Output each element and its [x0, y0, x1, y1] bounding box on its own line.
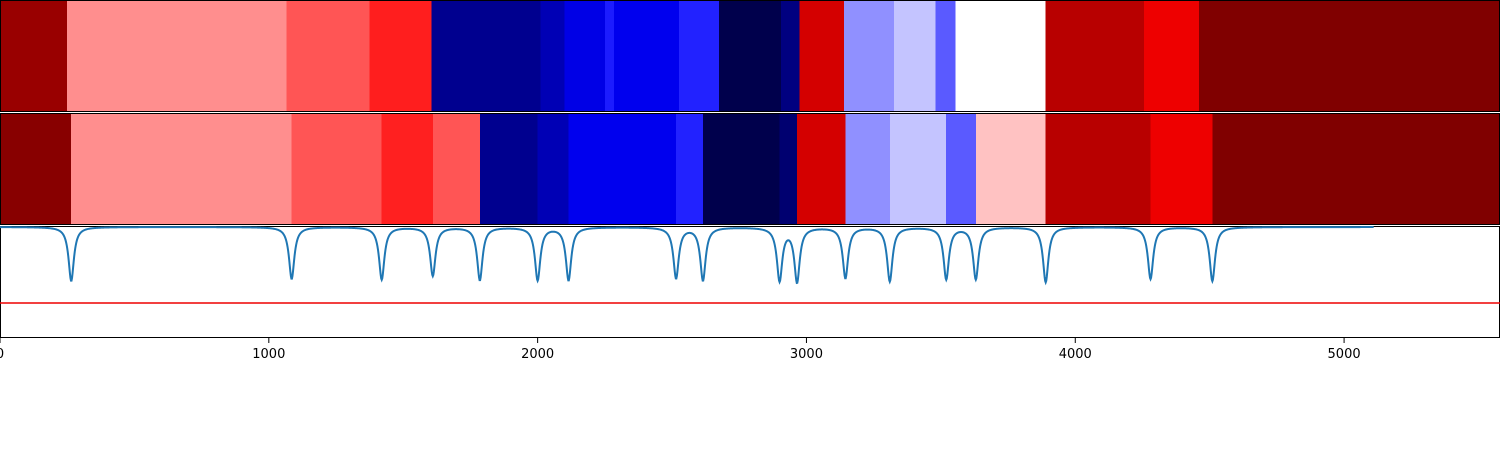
x-tick-label-1000: 1000 [252, 347, 285, 362]
heatmap-row-2-segment-10 [702, 113, 781, 225]
heatmap-row-1-segment-16 [935, 0, 957, 112]
heatmap-row-2-segment-3 [291, 113, 383, 225]
heatmap-row-1-segment-12 [780, 0, 801, 112]
heatmap-row-2-segment-13 [845, 113, 891, 225]
heatmap-row-1-segment-18 [1045, 0, 1145, 112]
heatmap-row-2 [0, 113, 1500, 225]
heatmap-row-2-segment-6 [479, 113, 539, 225]
heatmap-row-1 [0, 0, 1500, 112]
heatmap-row-2-segment-7 [537, 113, 570, 225]
heatmap-row-2-segment-8 [568, 113, 677, 225]
heatmap-row-2-segment-14 [889, 113, 947, 225]
signal-line [0, 226, 1374, 286]
heatmap-row-1-segment-20 [1198, 0, 1500, 112]
heatmap-row-2-segment-4 [381, 113, 434, 225]
heatmap-row-1-segment-9 [614, 0, 680, 112]
x-tick-label-4000: 4000 [1059, 347, 1092, 362]
heatmap-row-1-segment-8 [604, 0, 615, 112]
heatmap-row-1-segment-15 [893, 0, 937, 112]
x-axis: 0 1000 2000 3000 4000 5000 [0, 338, 1361, 362]
heatmap-row-2-segment-2 [71, 113, 293, 225]
x-tick-label-5000: 5000 [1328, 347, 1361, 362]
heatmap-row-1-segment-6 [540, 0, 566, 112]
heatmap-row-1-segment-14 [844, 0, 895, 112]
heatmap-row-2-segment-5 [432, 113, 481, 225]
x-tick-label-2000: 2000 [521, 347, 554, 362]
heatmap-row-1-segment-1 [0, 0, 68, 112]
heatmap-row-2-segment-18 [1150, 113, 1213, 225]
signal-panel [0, 226, 1500, 338]
heatmap-row-1-segment-10 [678, 0, 720, 112]
x-tick-label-3000: 3000 [790, 347, 823, 362]
heatmap-row-1-segment-11 [719, 0, 782, 112]
heatmap-row-1-segment-17 [955, 0, 1047, 112]
heatmap-row-2-segment-9 [676, 113, 704, 225]
heatmap-row-1-segment-4 [369, 0, 433, 112]
heatmap-row-1-segment-2 [67, 0, 287, 112]
heatmap-row-2-segment-11 [779, 113, 798, 225]
heatmap-row-1-segment-7 [564, 0, 606, 112]
signal-panel-frame [0, 226, 1500, 338]
heatmap-row-1-segment-19 [1143, 0, 1200, 112]
heatmap-row-1-segment-3 [286, 0, 371, 112]
heatmap-row-2-segment-12 [797, 113, 847, 225]
heatmap-row-2-segment-17 [1045, 113, 1152, 225]
heatmap-row-1-segment-5 [431, 0, 541, 112]
heatmap-row-2-segment-1 [0, 113, 72, 225]
heatmap-row-2-segment-15 [946, 113, 977, 225]
heatmap-row-2-segment-19 [1212, 113, 1500, 225]
heatmap-row-1-segment-13 [799, 0, 845, 112]
x-tick-label-0: 0 [0, 347, 4, 362]
heatmap-row-2-segment-16 [975, 113, 1047, 225]
